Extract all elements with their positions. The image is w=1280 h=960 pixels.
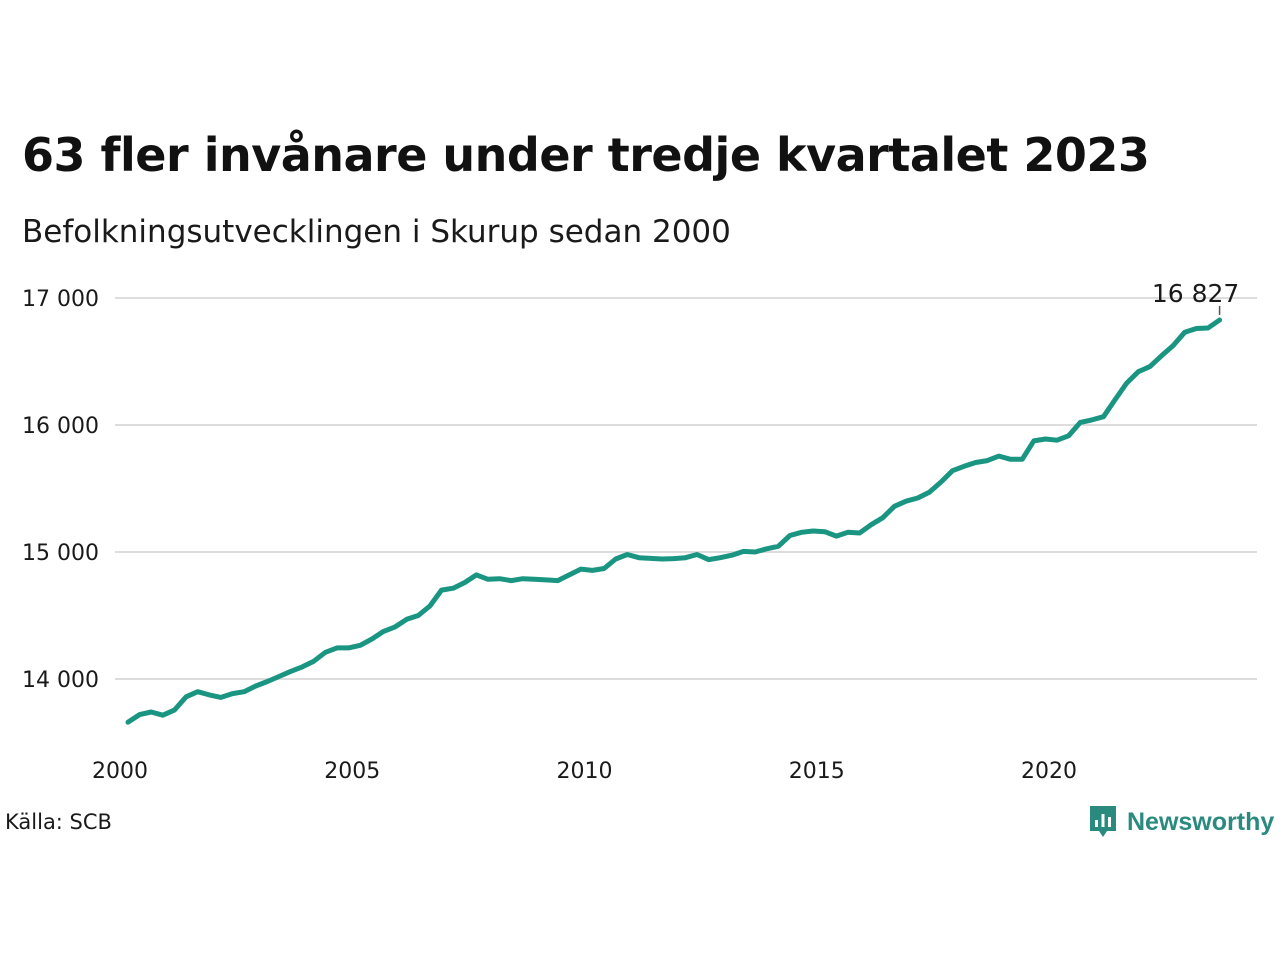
x-tick-label: 2010: [557, 759, 613, 784]
gridlines: [115, 297, 1257, 680]
y-tick-label: 16 000: [22, 414, 99, 439]
brand-logo: Newsworthy: [1088, 804, 1274, 840]
y-tick-label: 17 000: [22, 287, 99, 312]
x-tick-label: 2005: [324, 759, 380, 784]
end-value-label: 16 827: [1152, 279, 1239, 308]
chart-title: 63 fler invånare under tredje kvartalet …: [22, 128, 1150, 182]
x-tick-label: 2020: [1021, 759, 1077, 784]
x-axis-ticks: 2000 2005 2010 2015 2020: [92, 759, 1077, 784]
source-note: Källa: SCB: [5, 810, 112, 834]
bar-chart-icon: [1090, 806, 1116, 837]
x-tick-label: 2015: [789, 759, 845, 784]
y-tick-label: 14 000: [22, 668, 99, 693]
y-axis-ticks: 14 000 15 000 16 000 17 000: [22, 287, 99, 693]
population-line: [125, 317, 1223, 725]
x-tick-label: 2000: [92, 759, 148, 784]
y-tick-label: 15 000: [22, 541, 99, 566]
brand-name: Newsworthy: [1127, 807, 1275, 836]
chart-subtitle: Befolkningsutvecklingen i Skurup sedan 2…: [22, 214, 731, 250]
